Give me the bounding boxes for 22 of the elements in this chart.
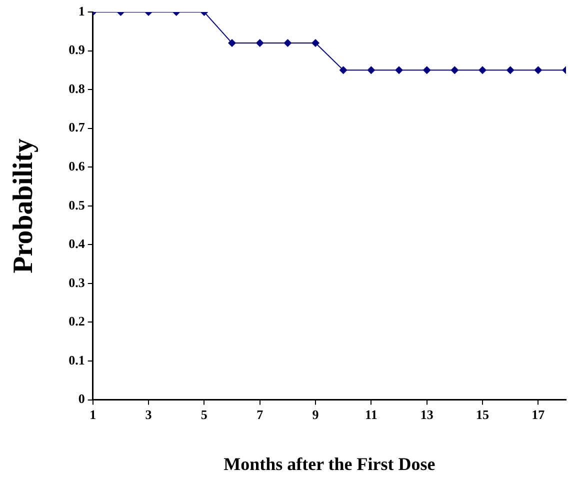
y-tick-label: 0 xyxy=(78,391,85,406)
x-tick-label: 17 xyxy=(532,406,546,422)
x-tick-label: 13 xyxy=(420,406,434,422)
y-tick-label: 1 xyxy=(78,3,85,18)
x-tick-label: 7 xyxy=(256,406,264,422)
y-tick-label: 0.6 xyxy=(68,158,86,174)
x-axis-title: Months after the First Dose xyxy=(224,454,436,474)
x-tick-label: 3 xyxy=(145,406,152,422)
y-tick-label: 0.1 xyxy=(68,352,85,368)
x-tick-label: 9 xyxy=(312,406,320,422)
y-tick-label: 0.2 xyxy=(68,314,85,329)
y-tick-label: 0.3 xyxy=(68,274,86,290)
x-tick-label: 15 xyxy=(476,406,490,422)
y-tick-label: 0.5 xyxy=(68,197,86,212)
x-tick-label: 1 xyxy=(90,406,96,422)
y-axis-title: Probability xyxy=(8,138,40,274)
y-tick-label: 0.8 xyxy=(68,80,86,96)
x-tick-label: 11 xyxy=(365,406,378,422)
y-tick-label: 0.4 xyxy=(68,236,86,252)
x-tick-label: 5 xyxy=(200,406,208,422)
y-tick-label: 0.9 xyxy=(68,42,86,58)
y-tick-label: 0.7 xyxy=(68,120,86,135)
